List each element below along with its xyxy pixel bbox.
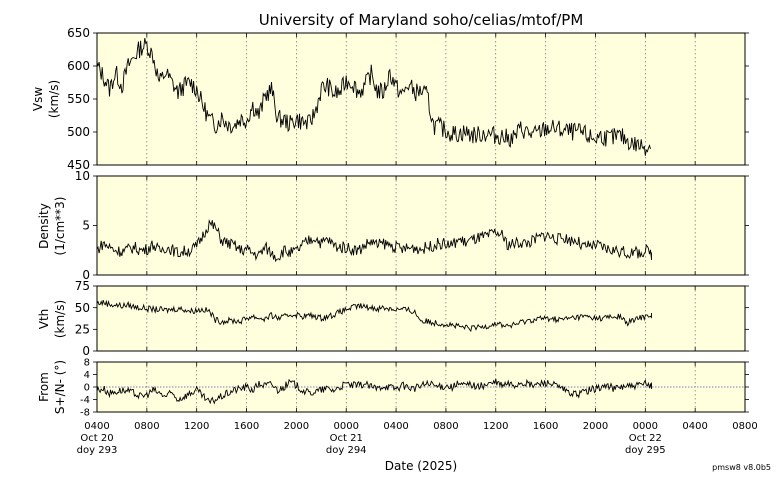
panel-vth-ylabel: Vth xyxy=(37,309,51,330)
x-tick-label: 2000 xyxy=(284,421,309,432)
panel-vsw-frame xyxy=(96,32,746,166)
y-tick-label: 75 xyxy=(75,279,90,293)
x-tick-label: 0800 xyxy=(732,421,757,432)
day-doy-label: doy 294 xyxy=(326,445,367,456)
y-tick-label: 550 xyxy=(67,92,90,106)
panel-density-y-ticks: 0 5 10 xyxy=(75,169,749,282)
x-tick-label: 1200 xyxy=(184,421,209,432)
panel-vsw-background xyxy=(97,33,745,165)
panel-flow-direction-frame xyxy=(96,361,746,413)
panel-flow-direction-ylabel: From xyxy=(37,372,51,402)
panel-vth-background xyxy=(97,286,745,351)
y-tick-label: 10 xyxy=(75,169,90,183)
x-tick-label: 0400 xyxy=(682,421,707,432)
y-tick-label: 500 xyxy=(67,125,90,139)
x-tick-label: 2000 xyxy=(583,421,608,432)
panel-density-background xyxy=(97,176,745,275)
y-tick-label: 450 xyxy=(67,158,90,172)
panel-density: 0 5 10 Density (1/cm**3) xyxy=(37,169,749,282)
panel-flow-direction-y-ticks: -8 -40 48 xyxy=(80,358,749,419)
x-tick-label: 0000 xyxy=(633,421,658,432)
version-label: pmsw8 v8.0b5 xyxy=(712,463,771,472)
x-tick-label: 1600 xyxy=(533,421,558,432)
panel-vsw-y-ticks: 450 500 550 600 650 xyxy=(67,26,749,172)
day-date-label: Oct 21 xyxy=(330,433,363,444)
y-tick-label: 600 xyxy=(67,59,90,73)
panel-density-frame xyxy=(96,175,746,276)
y-tick-label: 0 xyxy=(84,383,90,394)
day-date-label: Oct 20 xyxy=(80,433,113,444)
y-tick-label: 0 xyxy=(82,344,90,358)
x-tick-label: 1200 xyxy=(483,421,508,432)
panel-density-yunit: (1/cm**3) xyxy=(53,197,67,256)
panel-flow-direction-x-tick-marks xyxy=(96,362,746,412)
panel-vth-x-tick-marks xyxy=(96,286,746,351)
panel-vth-yunit: (km/s) xyxy=(53,300,67,338)
y-tick-label: 4 xyxy=(84,370,90,381)
chart-title: University of Maryland soho/celias/mtof/… xyxy=(259,11,584,29)
panel-density-series-line xyxy=(96,219,652,263)
panel-vth-series-line xyxy=(96,299,652,333)
day-doy-label: doy 295 xyxy=(625,445,666,456)
y-tick-label: 8 xyxy=(84,358,90,369)
panel-vsw-series-line xyxy=(96,38,651,156)
y-tick-label: 50 xyxy=(75,301,90,315)
x-axis-label: Date (2025) xyxy=(385,459,457,473)
y-tick-label: 0 xyxy=(82,268,90,282)
day-date-label: Oct 22 xyxy=(629,433,662,444)
x-tick-label: 0800 xyxy=(433,421,458,432)
panel-density-gridlines xyxy=(146,176,696,275)
x-tick-label: 0000 xyxy=(334,421,359,432)
panel-vth-frame xyxy=(96,285,746,352)
x-tick-label: 0400 xyxy=(84,421,109,432)
panel-vsw-yunit: (km/s) xyxy=(47,80,61,118)
day-doy-label: doy 293 xyxy=(77,445,118,456)
x-tick-labels: 0400 0800 1200 1600 2000 0000 0400 0800 1200 1600… xyxy=(84,421,757,432)
panel-vth: 0 25 50 75 Vth (km/s) xyxy=(37,279,749,358)
y-tick-label: 5 xyxy=(82,219,90,233)
panel-flow-direction-series-line xyxy=(96,378,652,405)
x-tick-label: 1600 xyxy=(234,421,259,432)
panel-vsw: 450 500 550 600 650 Vsw (km/s) xyxy=(31,26,749,172)
y-tick-label: -8 xyxy=(80,408,90,419)
x-tick-label: 0400 xyxy=(383,421,408,432)
y-tick-label: -4 xyxy=(80,395,90,406)
panel-density-ylabel: Density xyxy=(37,203,51,249)
panel-flow-direction-yunit: S+/N- (°) xyxy=(53,360,67,414)
panel-flow-direction: -8 -40 48 From S+/N- (°) xyxy=(37,358,749,419)
x-tick-label: 0800 xyxy=(134,421,159,432)
panel-vsw-ylabel: Vsw xyxy=(31,87,45,111)
y-tick-label: 650 xyxy=(67,26,90,40)
panel-vth-y-ticks: 0 25 50 75 xyxy=(75,279,749,358)
y-tick-label: 25 xyxy=(75,323,90,337)
